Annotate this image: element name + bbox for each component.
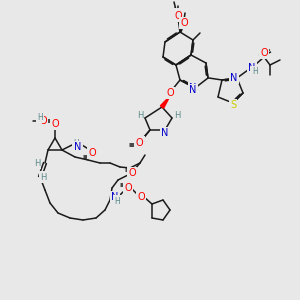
- Text: O: O: [128, 168, 136, 178]
- Text: N: N: [230, 73, 238, 83]
- Polygon shape: [160, 96, 170, 108]
- Text: N: N: [189, 83, 197, 93]
- Text: O: O: [124, 183, 132, 193]
- Text: O: O: [180, 18, 188, 28]
- Text: S: S: [230, 100, 236, 110]
- Text: H: H: [252, 68, 258, 76]
- Text: N: N: [248, 63, 256, 73]
- Text: O: O: [137, 192, 145, 202]
- Text: N: N: [161, 128, 169, 138]
- Text: H: H: [137, 112, 143, 121]
- Text: O: O: [39, 116, 47, 126]
- Text: N: N: [111, 192, 119, 202]
- Text: O: O: [173, 10, 181, 20]
- Text: H: H: [37, 112, 43, 122]
- Text: O: O: [260, 48, 268, 58]
- Text: O: O: [166, 88, 174, 98]
- Text: H: H: [73, 139, 79, 148]
- Text: O: O: [166, 88, 174, 98]
- Text: H: H: [174, 112, 180, 121]
- Text: H: H: [114, 196, 120, 206]
- Text: O: O: [174, 11, 182, 21]
- Text: N: N: [74, 142, 82, 152]
- Text: N: N: [189, 85, 197, 95]
- Text: H: H: [40, 172, 46, 182]
- Text: O: O: [88, 148, 96, 158]
- Text: H: H: [34, 158, 40, 167]
- Text: O: O: [51, 119, 59, 129]
- Text: O: O: [174, 9, 182, 19]
- Text: O: O: [136, 137, 144, 147]
- Text: O: O: [135, 138, 143, 148]
